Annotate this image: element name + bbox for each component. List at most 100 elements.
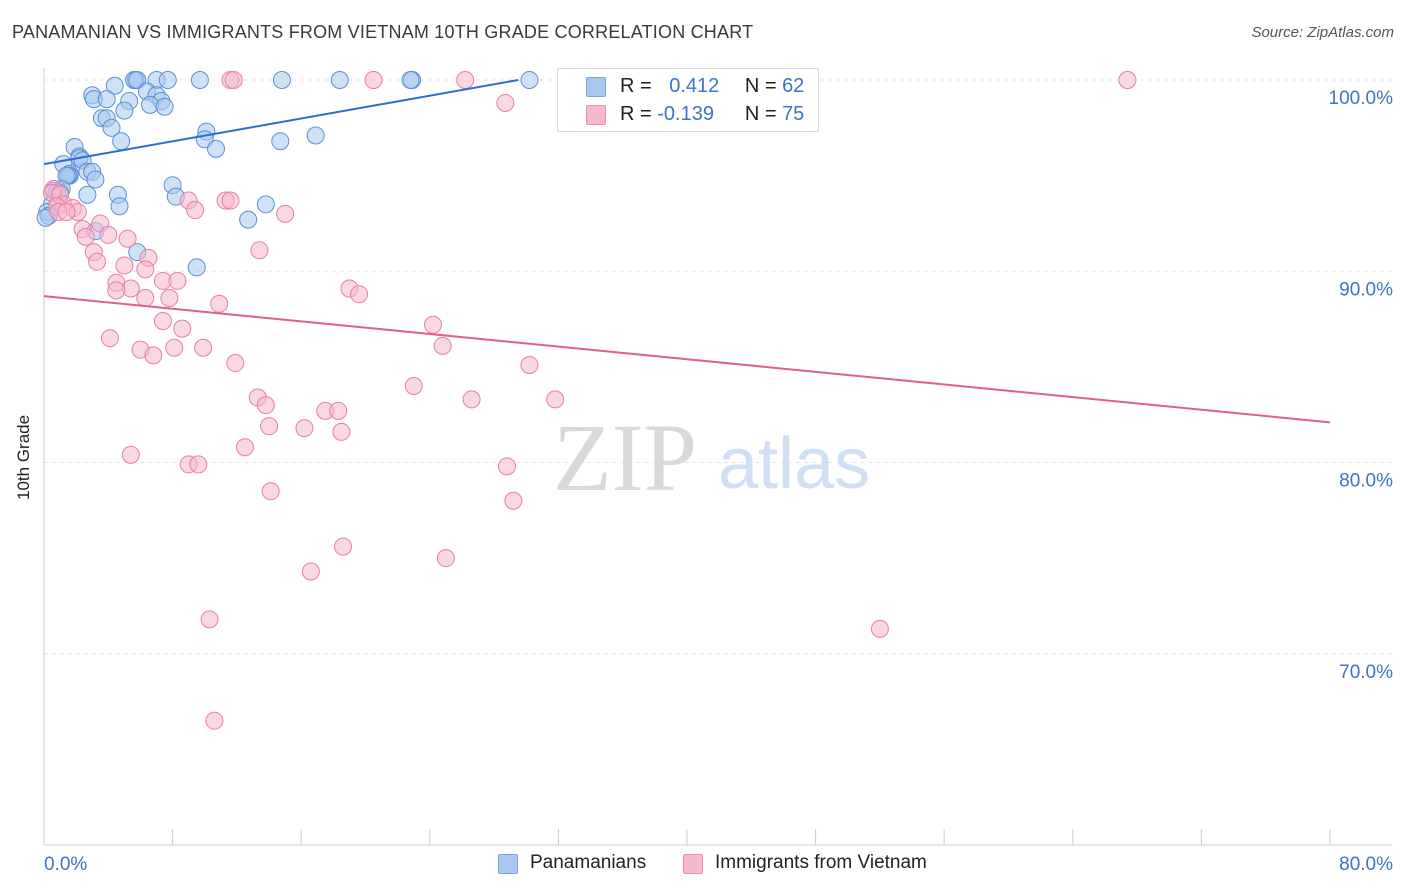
- data-point: [306, 126, 325, 145]
- data-point: [136, 289, 155, 308]
- data-point: [239, 210, 258, 229]
- x-tick-label: 0.0%: [44, 854, 87, 875]
- data-point: [221, 191, 240, 210]
- data-point: [105, 76, 124, 95]
- data-point: [86, 170, 105, 189]
- data-point: [364, 71, 383, 89]
- source-label: Source: ZipAtlas.com: [1251, 24, 1394, 41]
- data-point: [107, 281, 126, 300]
- data-point: [194, 338, 213, 357]
- chart-title: PANAMANIAN VS IMMIGRANTS FROM VIETNAM 10…: [12, 22, 754, 42]
- data-point: [546, 390, 565, 409]
- legend-r-value: -0.139: [657, 103, 714, 125]
- data-point: [205, 711, 224, 730]
- data-point: [520, 71, 539, 89]
- data-point: [256, 396, 275, 415]
- data-point: [97, 90, 116, 109]
- data-point: [128, 71, 147, 89]
- trend-line-vietnam: [43, 295, 1331, 424]
- legend-swatch-panamanians: [586, 77, 606, 97]
- data-point: [186, 201, 205, 220]
- data-point: [165, 338, 184, 357]
- data-point: [272, 71, 291, 89]
- data-point: [78, 185, 97, 204]
- data-point: [189, 455, 208, 474]
- legend-r-value: 0.412: [669, 75, 720, 97]
- data-point: [155, 97, 174, 116]
- axes: [43, 68, 1392, 846]
- data-point: [207, 139, 226, 158]
- data-point: [870, 619, 889, 638]
- y-tick-label: 80.0%: [1339, 471, 1393, 492]
- legend-r-label: R =: [620, 75, 652, 97]
- data-point: [115, 256, 134, 275]
- data-point: [115, 101, 134, 120]
- data-point: [144, 346, 163, 365]
- data-point: [424, 315, 443, 334]
- data-point: [260, 417, 279, 436]
- data-point: [276, 204, 295, 223]
- data-point: [100, 329, 119, 348]
- y-tick-label: 90.0%: [1339, 279, 1393, 300]
- watermark-atlas: atlas: [718, 424, 870, 504]
- data-point: [436, 549, 455, 568]
- watermark: ZIP atlas: [553, 404, 870, 511]
- data-point: [261, 482, 280, 501]
- data-point: [118, 229, 137, 248]
- legend-n-value: 75: [782, 103, 805, 125]
- gridlines: [44, 79, 1392, 655]
- data-point: [301, 562, 320, 581]
- data-point: [333, 537, 352, 556]
- data-point: [88, 252, 107, 271]
- series-vietnam: [43, 71, 1137, 730]
- data-point: [256, 195, 275, 214]
- data-point: [235, 438, 254, 457]
- bottom-legend-swatch: [683, 854, 703, 874]
- data-point: [112, 132, 131, 151]
- data-point: [136, 260, 155, 279]
- data-point: [250, 241, 269, 260]
- data-point: [462, 390, 481, 409]
- data-point: [1118, 71, 1137, 89]
- data-point: [57, 202, 76, 221]
- data-point: [404, 377, 423, 395]
- legend-n-value: 62: [782, 75, 805, 97]
- y-tick-label: 70.0%: [1339, 662, 1393, 683]
- data-point: [332, 422, 351, 441]
- data-point: [99, 225, 118, 244]
- data-point: [401, 71, 420, 89]
- data-point: [168, 271, 187, 290]
- data-point: [330, 71, 349, 89]
- data-point: [187, 258, 206, 277]
- data-point: [158, 71, 177, 89]
- trend-lines: [43, 79, 1331, 424]
- data-point: [190, 71, 209, 89]
- y-tick-label: 100.0%: [1329, 88, 1394, 109]
- data-point: [520, 355, 539, 374]
- data-point: [226, 354, 245, 373]
- bottom-legend-swatch: [498, 854, 518, 874]
- watermark-zip: ZIP: [553, 404, 697, 511]
- data-point: [456, 71, 475, 89]
- bottom-legend-label: Panamanians: [530, 852, 647, 873]
- data-points: [36, 71, 1137, 730]
- legend-swatch-vietnam: [586, 105, 606, 125]
- tick-labels: 100.0% 90.0% 80.0% 70.0% 0.0% 80.0%: [44, 88, 1393, 875]
- data-point: [496, 93, 515, 112]
- data-point: [110, 197, 129, 216]
- data-point: [153, 311, 172, 330]
- x-tick-label: 80.0%: [1339, 854, 1393, 875]
- data-point: [271, 132, 290, 151]
- data-point: [121, 445, 140, 464]
- data-point: [350, 285, 369, 304]
- data-point: [160, 289, 179, 308]
- data-point: [433, 336, 452, 355]
- legend-row-vietnam: R = -0.139 N = 75: [620, 103, 804, 126]
- stats-legend: R = 0.412 N = 62 R = -0.139 N = 75: [557, 68, 819, 132]
- data-point: [295, 419, 314, 438]
- data-point: [210, 294, 229, 313]
- legend-n-label: N =: [744, 103, 777, 125]
- data-point: [173, 319, 192, 338]
- data-point: [76, 227, 95, 246]
